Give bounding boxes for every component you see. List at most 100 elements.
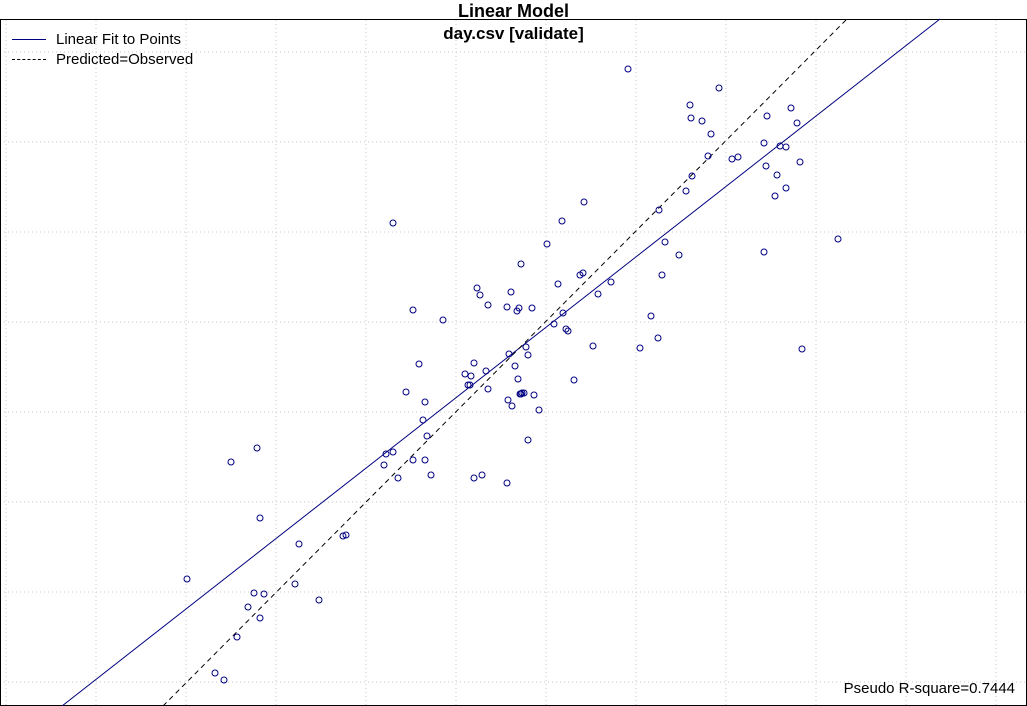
data-point (503, 303, 511, 311)
data-point (427, 471, 435, 479)
data-point (607, 278, 615, 286)
data-point (682, 187, 690, 195)
data-point (382, 450, 390, 458)
data-point (260, 590, 268, 598)
data-point (787, 104, 795, 112)
data-point (562, 325, 570, 333)
data-point (256, 614, 264, 622)
data-point (511, 362, 519, 370)
legend-label-predicted-observed: Predicted=Observed (56, 50, 194, 68)
data-point (518, 389, 526, 397)
data-point (728, 155, 736, 163)
data-point (524, 351, 532, 359)
data-point (760, 248, 768, 256)
data-point (227, 458, 235, 466)
data-point (782, 184, 790, 192)
data-point (421, 456, 429, 464)
data-point (707, 130, 715, 138)
data-point (589, 342, 597, 350)
data-point (211, 669, 219, 677)
data-point (687, 114, 695, 122)
data-point (244, 603, 252, 611)
data-point (528, 304, 536, 312)
data-point (291, 580, 299, 588)
data-point (524, 436, 532, 444)
data-point (636, 344, 644, 352)
chart-title: Linear Model (457, 1, 569, 21)
data-point (698, 117, 706, 125)
data-point (484, 301, 492, 309)
data-point (734, 153, 742, 161)
data-point (760, 139, 768, 147)
data-point (256, 514, 264, 522)
data-point (504, 396, 512, 404)
data-point (517, 260, 525, 268)
data-point (461, 370, 469, 378)
data-point (688, 172, 696, 180)
data-point (793, 119, 801, 127)
data-point (505, 350, 513, 358)
data-point (558, 217, 566, 225)
data-point (658, 271, 666, 279)
data-point (402, 388, 410, 396)
data-point (550, 320, 558, 328)
linear-fit-line (61, 18, 941, 706)
data-point (704, 152, 712, 160)
data-point (535, 406, 543, 414)
data-point (253, 444, 261, 452)
data-point (661, 238, 669, 246)
data-point (415, 360, 423, 368)
data-point (515, 304, 523, 312)
legend-swatch-dashed (12, 58, 46, 60)
data-point (409, 306, 417, 314)
data-point (686, 101, 694, 109)
data-point (762, 162, 770, 170)
data-point (796, 158, 804, 166)
data-point (798, 345, 806, 353)
data-point (564, 327, 572, 335)
data-point (763, 112, 771, 120)
plot-frame (0, 19, 1027, 706)
data-point (183, 575, 191, 583)
data-point (594, 290, 602, 298)
data-point (389, 448, 397, 456)
data-point (559, 309, 567, 317)
data-point (543, 240, 551, 248)
data-point (389, 219, 397, 227)
data-point (570, 376, 578, 384)
data-point (484, 385, 492, 393)
data-point (380, 461, 388, 469)
data-point (233, 633, 241, 641)
data-point (473, 284, 481, 292)
data-point (315, 596, 323, 604)
data-points (183, 65, 842, 684)
data-point (503, 479, 511, 487)
chart-subtitle: day.csv [validate] (443, 24, 584, 43)
data-point (514, 375, 522, 383)
data-point (834, 235, 842, 243)
data-point (339, 532, 347, 540)
data-point (715, 84, 723, 92)
data-point (482, 367, 490, 375)
data-point (467, 372, 475, 380)
data-point (773, 171, 781, 179)
predicted-equals-observed-line (162, 18, 848, 706)
data-point (782, 143, 790, 151)
legend-item-predicted-observed: Predicted=Observed (12, 50, 193, 68)
data-point (517, 390, 525, 398)
data-point (478, 471, 486, 479)
data-point (419, 416, 427, 424)
data-point (654, 334, 662, 342)
legend-item-linear-fit: Linear Fit to Points (12, 30, 181, 48)
data-point (507, 288, 515, 296)
data-point (470, 474, 478, 482)
data-point (771, 192, 779, 200)
data-point (522, 343, 530, 351)
data-point (655, 206, 663, 214)
data-point (421, 398, 429, 406)
data-point (295, 540, 303, 548)
data-point (520, 389, 528, 397)
data-point (342, 531, 350, 539)
data-point (647, 312, 655, 320)
